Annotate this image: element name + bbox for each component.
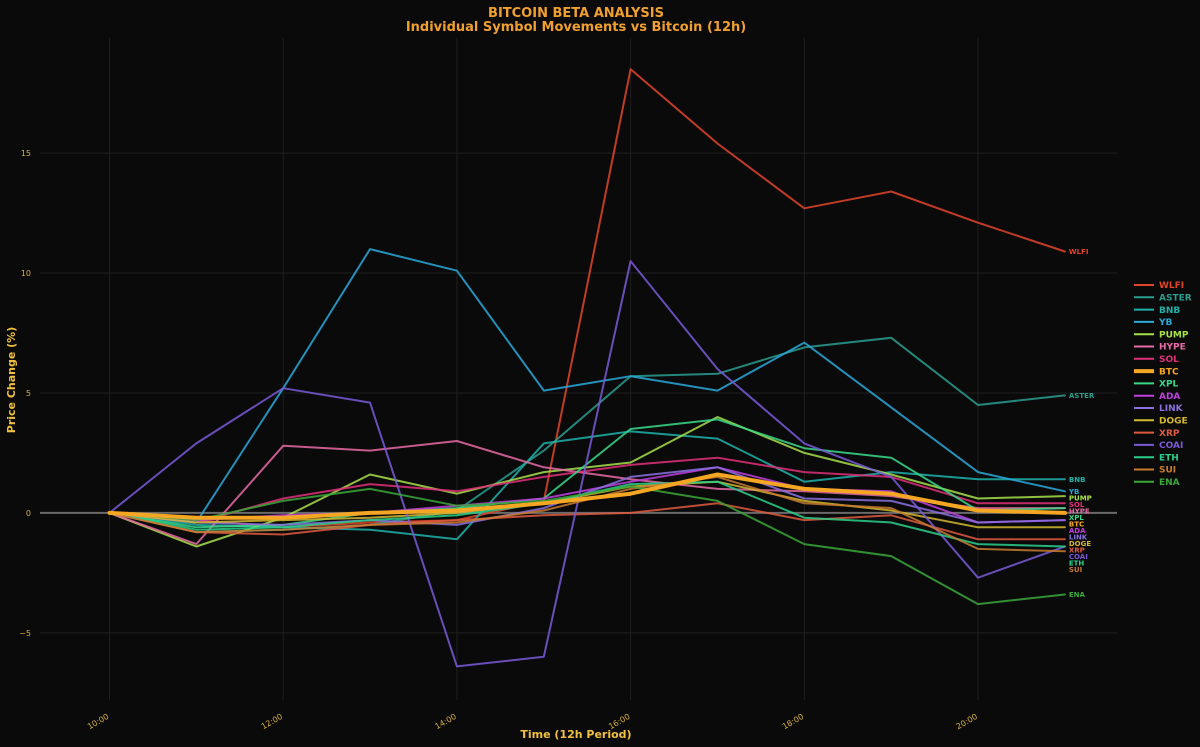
end-label-hype: HYPE bbox=[1069, 507, 1090, 515]
series-line-xrp bbox=[108, 502, 1066, 541]
end-label-pump: PUMP bbox=[1069, 494, 1092, 502]
series-line-doge bbox=[108, 480, 1066, 529]
legend-label-eth: ETH bbox=[1159, 453, 1179, 463]
legend-label-pump: PUMP bbox=[1159, 330, 1189, 340]
end-label-aster: ASTER bbox=[1069, 392, 1095, 400]
y-tick-label: 15 bbox=[21, 149, 31, 158]
series-line-pump bbox=[108, 416, 1066, 548]
y-tick-label: 0 bbox=[26, 509, 31, 518]
legend-label-xrp: XRP bbox=[1159, 429, 1180, 439]
chart-subtitle: Individual Symbol Movements vs Bitcoin (… bbox=[406, 20, 746, 35]
end-label-sol: SOL bbox=[1069, 501, 1085, 509]
end-label-sui: SUI bbox=[1069, 566, 1082, 574]
legend-label-btc: BTC bbox=[1159, 367, 1179, 377]
series-line-yb bbox=[108, 248, 1066, 524]
end-label-xpl: XPL bbox=[1069, 514, 1085, 522]
legend-label-ada: ADA bbox=[1159, 392, 1180, 402]
end-label-bnb: BNB bbox=[1069, 476, 1086, 484]
legend-label-doge: DOGE bbox=[1159, 417, 1188, 427]
series-layer bbox=[107, 68, 1067, 668]
series-line-btc bbox=[107, 472, 1067, 520]
y-axis-label: Price Change (%) bbox=[5, 327, 18, 433]
grid-layer bbox=[40, 38, 1117, 700]
legend: WLFI ASTER BNB YB PUMP HYPE SOL BTC XPL ADA LINK DO… bbox=[1134, 281, 1192, 488]
end-label-link: LINK bbox=[1069, 533, 1088, 541]
legend-label-sui: SUI bbox=[1159, 466, 1176, 476]
end-label-wlfi: WLFI bbox=[1069, 248, 1089, 256]
end-label-btc: BTC bbox=[1069, 520, 1084, 528]
legend-label-bnb: BNB bbox=[1159, 306, 1180, 316]
y-tick-label: 5 bbox=[26, 389, 31, 398]
y-tick-label: 10 bbox=[21, 269, 31, 278]
legend-label-aster: ASTER bbox=[1159, 294, 1192, 304]
end-label-eth: ETH bbox=[1069, 559, 1085, 567]
end-label-xrp: XRP bbox=[1069, 546, 1085, 554]
legend-label-wlfi: WLFI bbox=[1159, 281, 1184, 291]
series-line-coai bbox=[108, 260, 1066, 668]
end-label-layer: WLFI ASTER BNB YBPUMPSOLHYPEXPLBTCADALINKDO… bbox=[1068, 248, 1095, 599]
end-label-yb: YB bbox=[1068, 488, 1079, 496]
legend-label-link: LINK bbox=[1159, 404, 1184, 414]
end-label-ada: ADA bbox=[1069, 527, 1086, 535]
series-line-ena bbox=[108, 485, 1066, 606]
chart-title: BITCOIN BETA ANALYSIS bbox=[488, 6, 664, 21]
series-line-sol bbox=[108, 456, 1066, 524]
series-line-link bbox=[108, 466, 1066, 526]
end-label-coai: COAI bbox=[1069, 553, 1088, 561]
legend-label-xpl: XPL bbox=[1159, 380, 1179, 390]
legend-label-sol: SOL bbox=[1159, 355, 1179, 365]
legend-label-yb: YB bbox=[1158, 318, 1173, 328]
end-label-doge: DOGE bbox=[1069, 540, 1092, 548]
legend-label-ena: ENA bbox=[1159, 478, 1180, 488]
legend-label-coai: COAI bbox=[1159, 441, 1183, 451]
end-label-ena: ENA bbox=[1069, 591, 1086, 599]
y-tick-label: −5 bbox=[19, 629, 31, 638]
x-axis-label: Time (12h Period) bbox=[520, 728, 631, 741]
legend-label-hype: HYPE bbox=[1159, 343, 1186, 353]
